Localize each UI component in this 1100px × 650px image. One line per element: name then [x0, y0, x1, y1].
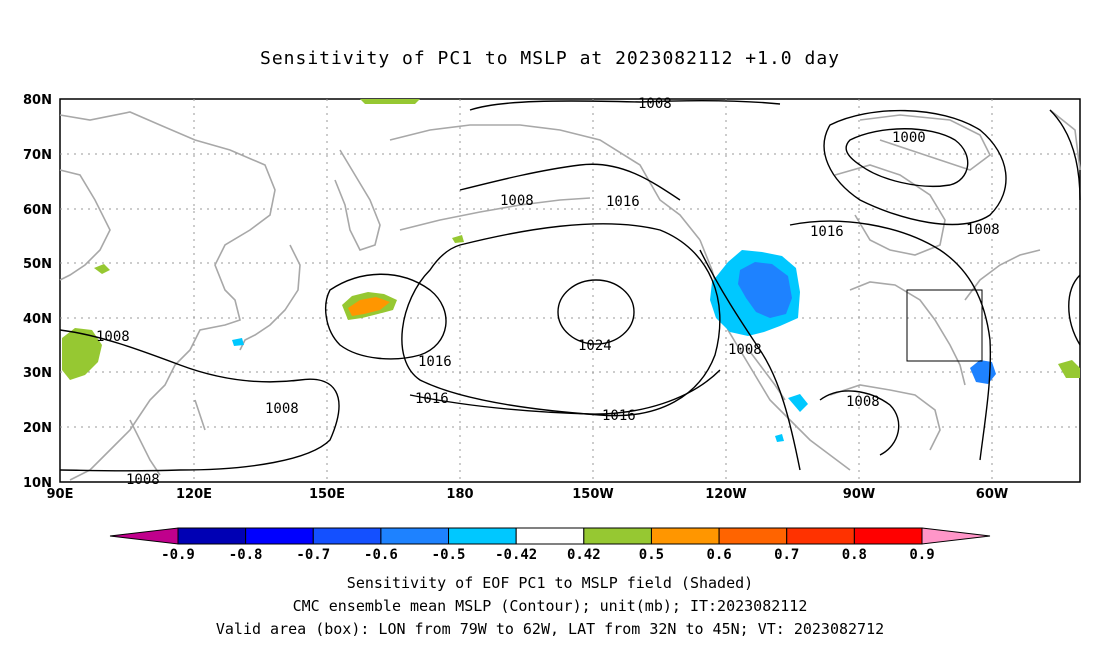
contour-label: 1016 — [418, 354, 452, 370]
caption-line-3: Valid area (box): LON from 79W to 62W, L… — [215, 620, 885, 638]
positive-patch-small-1 — [94, 264, 110, 274]
contour-label: 1008 — [126, 472, 160, 488]
lon-label: 120E — [176, 487, 212, 502]
contour-label: 1016 — [415, 391, 449, 407]
lon-label: 120W — [705, 487, 746, 502]
colorbar-swatch — [448, 527, 517, 545]
contour-label: 1008 — [728, 342, 762, 358]
colorbar-swatch — [718, 527, 788, 545]
lon-label: 90W — [843, 487, 875, 502]
lat-label: 50N — [23, 257, 52, 272]
mslp-contours — [59, 99, 1081, 472]
colorbar-tick-label: 0.7 — [774, 547, 799, 563]
colorbar-swatch — [853, 527, 923, 545]
contour-label: 1008 — [500, 193, 534, 209]
latitude-labels: 80N 70N 60N 50N 40N 30N 20N 10N — [23, 93, 52, 491]
colorbar-tick-label: 0.6 — [706, 547, 731, 563]
lon-label: 60W — [976, 487, 1008, 502]
colorbar-tick-label: 0.42 — [567, 547, 601, 563]
lat-label: 70N — [23, 148, 52, 163]
lat-label: 60N — [23, 203, 52, 218]
positive-patch-top — [360, 99, 420, 104]
colorbar-tick-label: -0.5 — [432, 547, 466, 563]
contour-label: 1024 — [578, 338, 612, 354]
contour-label: 1016 — [602, 408, 636, 424]
negative-patch-mexico — [788, 394, 808, 412]
caption-line-2: CMC ensemble mean MSLP (Contour); unit(m… — [292, 597, 808, 615]
contour-label: 1016 — [810, 224, 844, 240]
contour-labels: 1008 1000 1008 1008 1016 1016 1008 1024 … — [96, 96, 1000, 488]
colorbar: -0.9 -0.8 -0.7 -0.6 -0.5 -0.42 0.42 0.5 0.6 0.7 0.… — [109, 527, 991, 563]
colorbar-swatch — [583, 527, 652, 545]
negative-patch-small-japan — [232, 338, 244, 346]
map-area: 1008 1000 1008 1008 1016 1016 1008 1024 … — [59, 96, 1081, 488]
lat-label: 30N — [23, 366, 52, 381]
lat-label: 10N — [23, 476, 52, 491]
colorbar-swatch — [312, 527, 382, 545]
contour-label: 1008 — [638, 96, 672, 112]
colorbar-swatch — [515, 527, 585, 545]
colorbar-tick-label: -0.6 — [364, 547, 398, 563]
lon-label: 150E — [309, 487, 345, 502]
sensitivity-shading — [62, 99, 1080, 442]
colorbar-triangle-low — [109, 527, 179, 545]
plot-title: Sensitivity of PC1 to MSLP at 2023082112… — [259, 48, 840, 69]
colorbar-swatch — [786, 527, 855, 545]
negative-patch-small-mexico — [775, 434, 784, 442]
lon-label: 180 — [446, 487, 473, 502]
contour-label: 1008 — [846, 394, 880, 410]
negative-patch-north-america-core — [738, 262, 792, 318]
colorbar-tick-label: -0.9 — [161, 547, 195, 563]
colorbar-tick-label: -0.42 — [495, 547, 537, 563]
lon-label: 90E — [47, 487, 74, 502]
positive-patch-atlantic — [1058, 360, 1080, 378]
colorbar-tick-label: 0.8 — [842, 547, 867, 563]
colorbar-swatch — [245, 527, 314, 545]
positive-patch-west-pacific-core — [348, 297, 390, 316]
contour-label: 1000 — [892, 130, 926, 146]
colorbar-tick-label: -0.7 — [296, 547, 330, 563]
contour-label: 1008 — [966, 222, 1000, 238]
colorbar-swatch — [177, 527, 247, 545]
contour-label: 1016 — [606, 194, 640, 210]
colorbar-swatch — [650, 527, 720, 545]
lon-label: 150W — [572, 487, 613, 502]
contour-label: 1008 — [96, 329, 130, 345]
colorbar-tick-label: 0.9 — [909, 547, 934, 563]
colorbar-triangle-high — [921, 527, 991, 545]
colorbar-tick-label: 0.5 — [639, 547, 664, 563]
positive-patch-small-2 — [452, 235, 464, 243]
colorbar-swatch — [380, 527, 450, 545]
lat-label: 80N — [23, 93, 52, 108]
longitude-labels: 90E 120E 150E 180 150W 120W 90W 60W — [47, 487, 1009, 502]
positive-patch-asia — [62, 328, 102, 380]
contour-label: 1008 — [265, 401, 299, 417]
lat-label: 40N — [23, 312, 52, 327]
colorbar-tick-label: -0.8 — [229, 547, 263, 563]
gridlines — [60, 99, 1080, 482]
lat-label: 20N — [23, 421, 52, 436]
caption-line-1: Sensitivity of EOF PC1 to MSLP field (Sh… — [346, 574, 754, 592]
valid-area-box — [906, 289, 983, 362]
